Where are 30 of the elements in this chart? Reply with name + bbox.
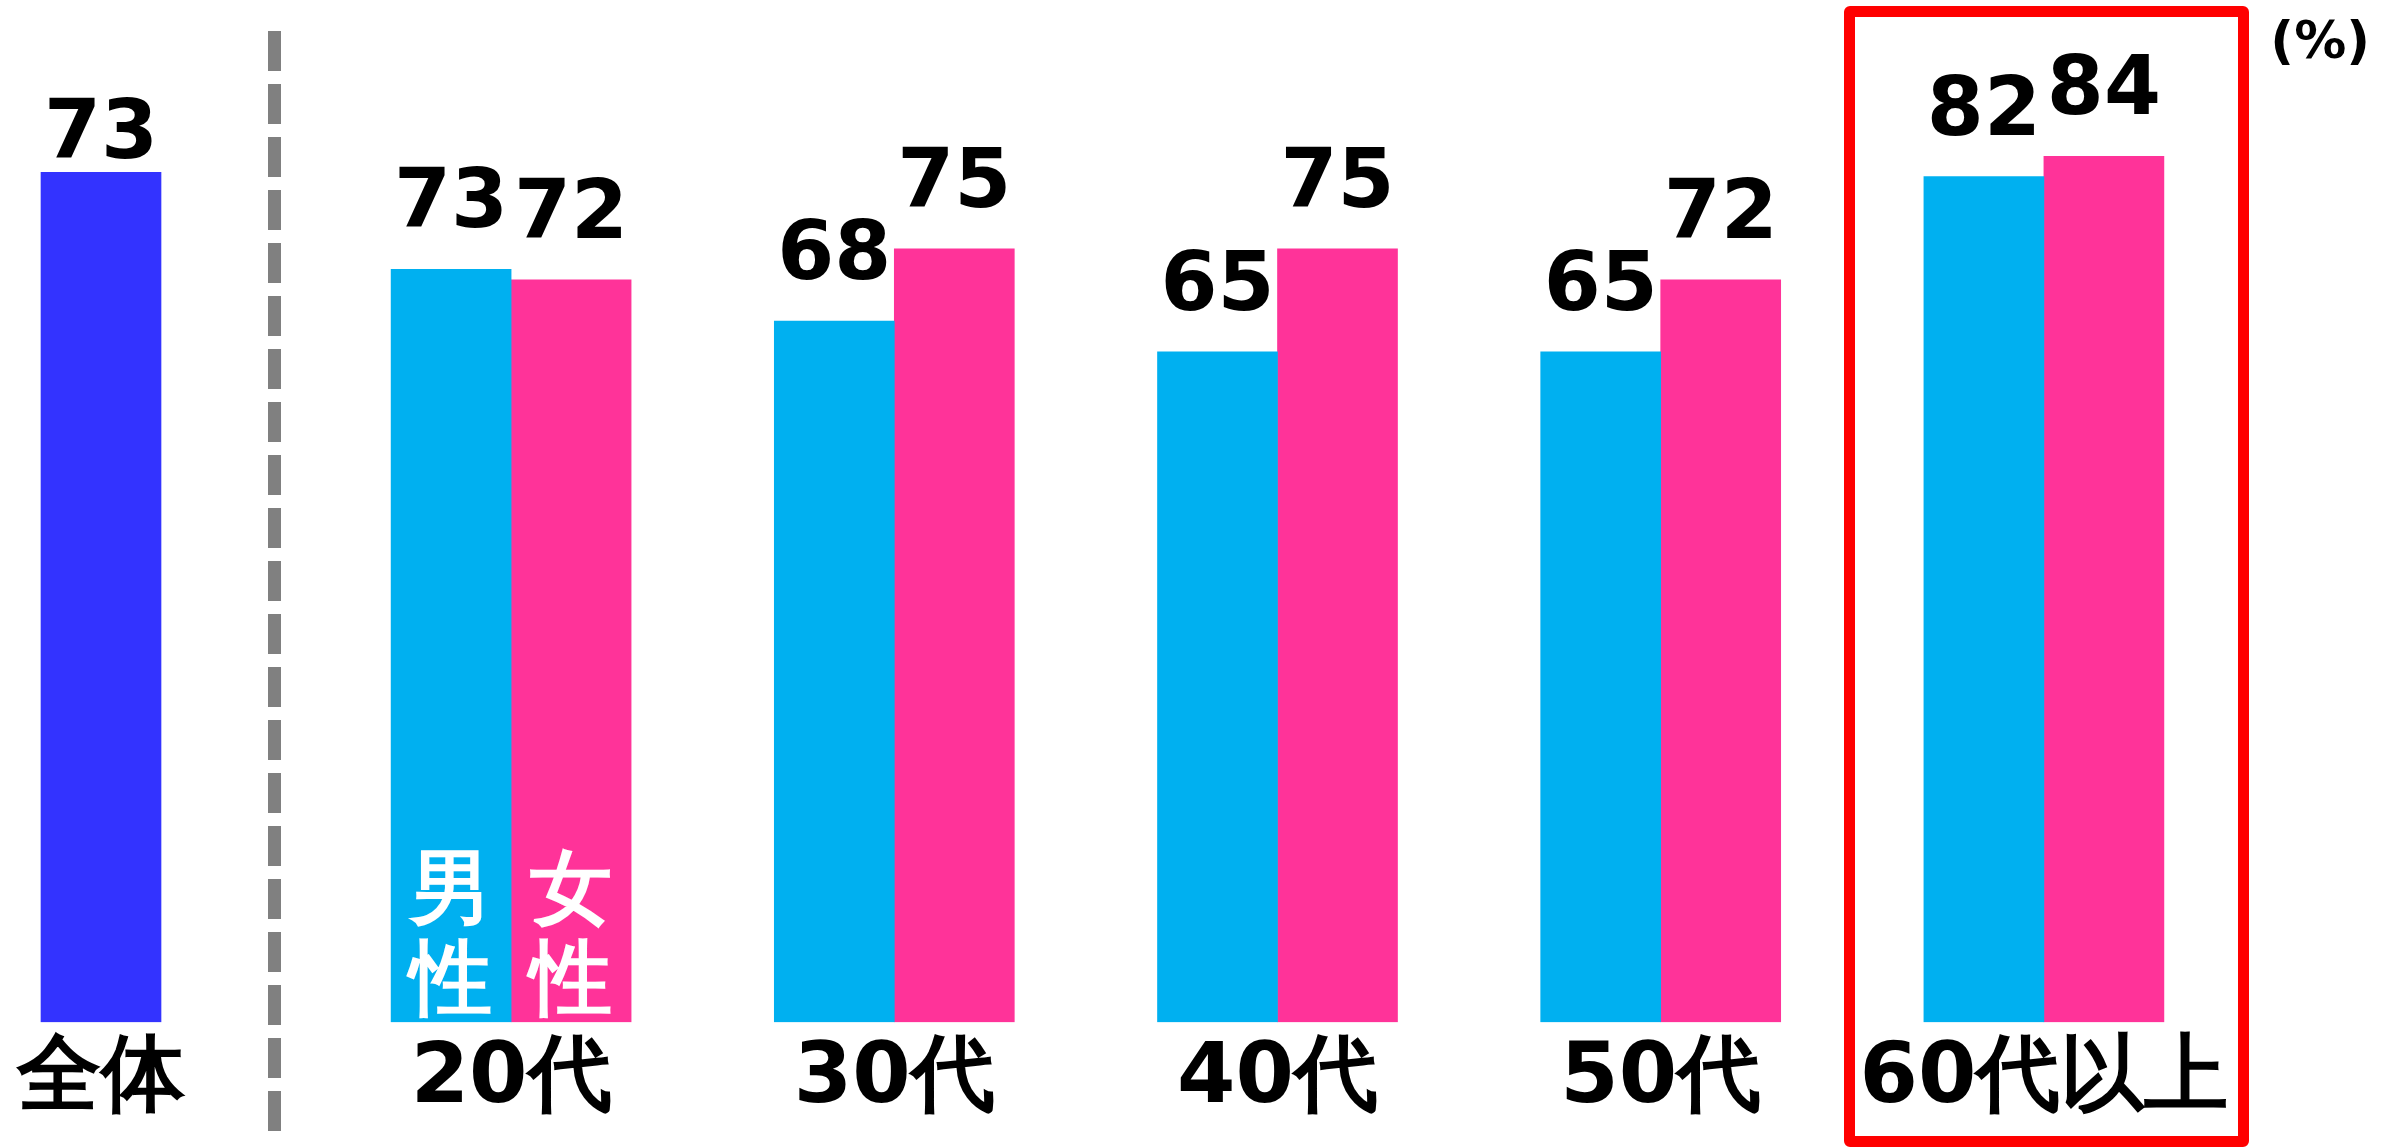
bar (510, 279, 632, 1023)
series-label: 女性 (526, 840, 613, 1026)
x-tick-label: 30代 (793, 1024, 995, 1123)
data-label: 65 (1160, 233, 1275, 329)
data-label: 72 (1663, 161, 1778, 257)
bar (2043, 156, 2165, 1023)
data-label: 84 (2046, 38, 2161, 133)
data-label: 75 (1280, 130, 1395, 226)
data-label: 72 (514, 161, 629, 257)
data-label: 73 (394, 151, 509, 247)
bar (1157, 351, 1278, 1023)
data-label: 73 (43, 82, 159, 177)
bar (1923, 176, 2045, 1023)
bar (390, 269, 512, 1023)
x-tick-label: 全体 (15, 1024, 186, 1123)
bar (773, 320, 895, 1023)
x-tick-label: 40代 (1177, 1024, 1378, 1123)
bar (893, 248, 1015, 1023)
x-tick-label: 20代 (410, 1024, 612, 1123)
x-tick-label: 50代 (1560, 1024, 1762, 1123)
data-label: 68 (777, 202, 892, 298)
bar (1540, 351, 1662, 1023)
bar (1277, 248, 1398, 1023)
series-label: 男性 (406, 840, 493, 1026)
data-label: 65 (1543, 233, 1658, 329)
x-tick-label: 60代以上 (1859, 1024, 2229, 1123)
data-label: 82 (1926, 58, 2041, 154)
data-label: 75 (897, 130, 1012, 226)
text: (%) (2270, 10, 2370, 70)
bar (1660, 279, 1782, 1023)
